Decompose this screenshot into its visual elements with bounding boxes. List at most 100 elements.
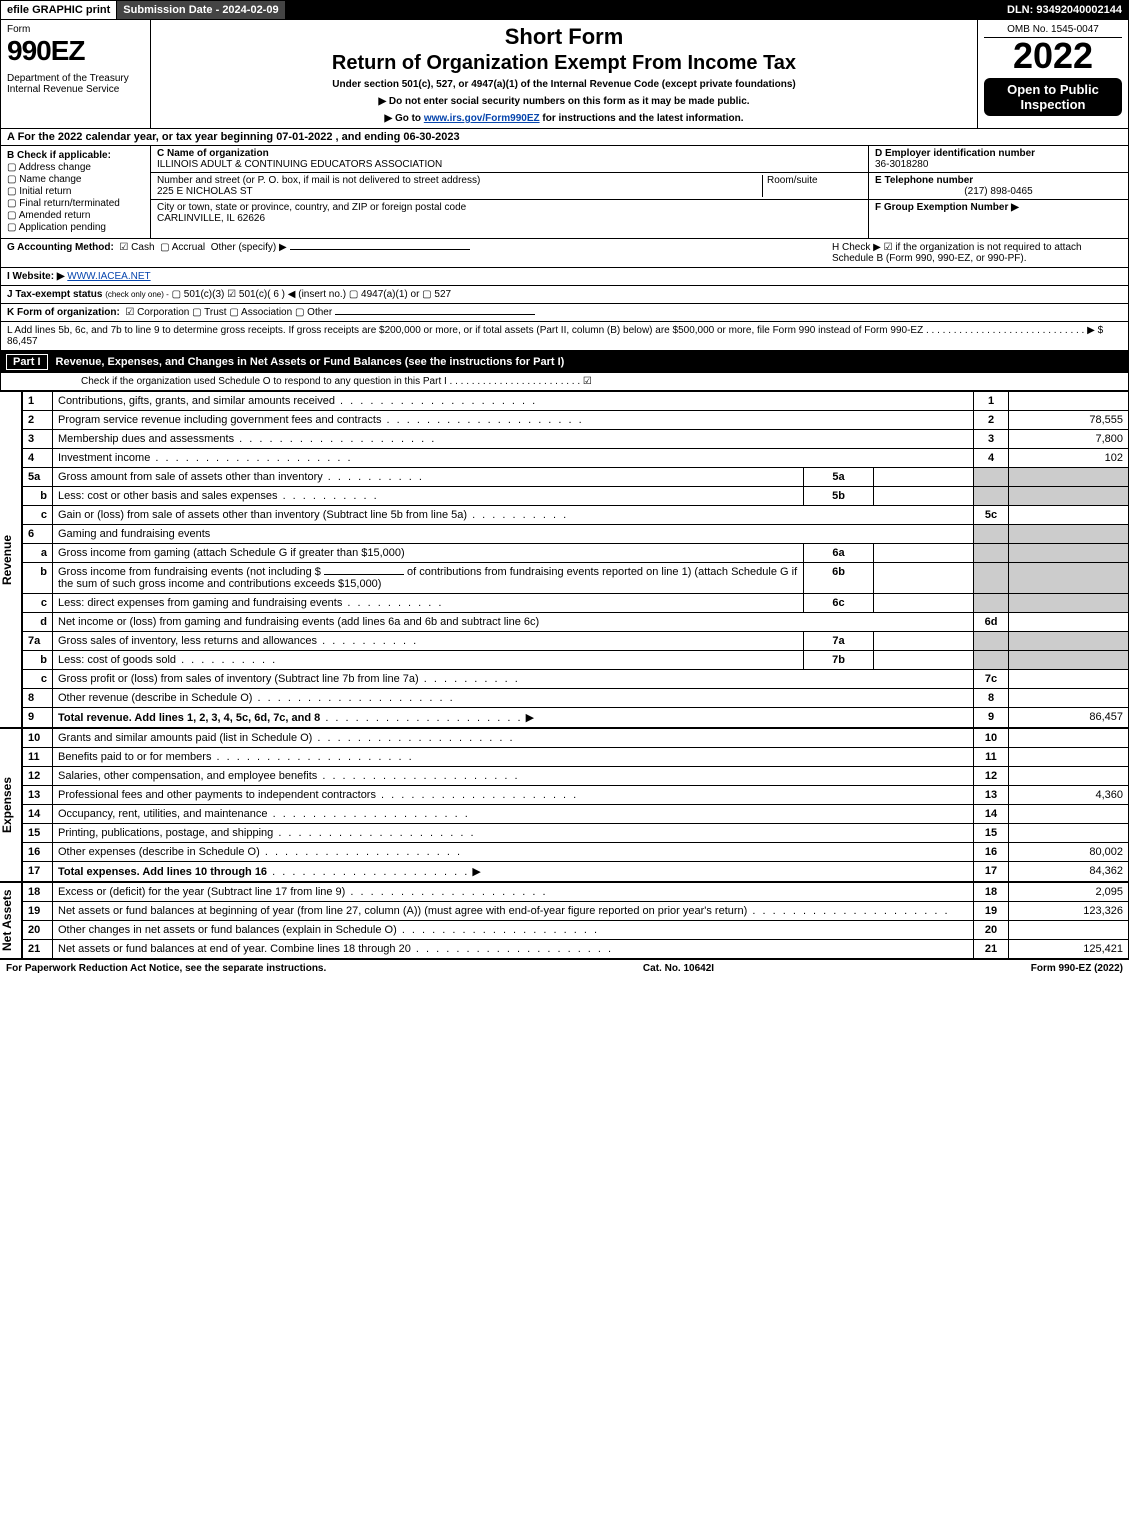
line-18: 18 Excess or (deficit) for the year (Sub… bbox=[23, 883, 1129, 902]
ein-row: D Employer identification number 36-3018… bbox=[869, 146, 1128, 173]
line-j: J Tax-exempt status (check only one) - ▢… bbox=[0, 286, 1129, 304]
header-center: Short Form Return of Organization Exempt… bbox=[151, 20, 978, 128]
city-value: CARLINVILLE, IL 62626 bbox=[157, 213, 265, 224]
line-2: 2 Program service revenue including gove… bbox=[23, 411, 1129, 430]
chk-final-return[interactable]: Final return/terminated bbox=[7, 198, 144, 209]
line-g: G Accounting Method: Cash Accrual Other … bbox=[7, 242, 822, 264]
title-return: Return of Organization Exempt From Incom… bbox=[159, 52, 969, 75]
line-6b: b Gross income from fundraising events (… bbox=[23, 563, 1129, 594]
line-h: H Check ▶ ☑ if the organization is not r… bbox=[822, 242, 1122, 264]
section-b-label: B Check if applicable: bbox=[7, 150, 144, 161]
ein-label: D Employer identification number bbox=[875, 148, 1035, 159]
line-6: 6 Gaming and fundraising events bbox=[23, 525, 1129, 544]
revenue-side-label: Revenue bbox=[0, 391, 22, 728]
dln: DLN: 93492040002144 bbox=[1001, 1, 1128, 19]
chk-application-pending[interactable]: Application pending bbox=[7, 222, 144, 233]
expenses-table: 10 Grants and similar amounts paid (list… bbox=[22, 728, 1129, 882]
ssn-note: ▶ Do not enter social security numbers o… bbox=[159, 96, 969, 107]
line-k-label: K Form of organization: bbox=[7, 307, 120, 318]
addr-label: Number and street (or P. O. box, if mail… bbox=[157, 175, 480, 186]
line-17: 17 Total expenses. Add lines 10 through … bbox=[23, 862, 1129, 882]
line-g-label: G Accounting Method: bbox=[7, 242, 114, 253]
line-5c: c Gain or (loss) from sale of assets oth… bbox=[23, 506, 1129, 525]
footer-left: For Paperwork Reduction Act Notice, see … bbox=[6, 963, 326, 974]
tel-label: E Telephone number bbox=[875, 175, 973, 186]
line-h-text: H Check ▶ ☑ if the organization is not r… bbox=[832, 242, 1082, 264]
grp-label: F Group Exemption Number ▶ bbox=[875, 202, 1019, 213]
irs-link[interactable]: www.irs.gov/Form990EZ bbox=[424, 113, 540, 124]
line-5a: 5a Gross amount from sale of assets othe… bbox=[23, 468, 1129, 487]
tel-value: (217) 898-0465 bbox=[875, 186, 1122, 197]
org-name-row: C Name of organization ILLINOIS ADULT & … bbox=[151, 146, 868, 173]
line-l-amount: 86,457 bbox=[7, 336, 38, 347]
line-16: 16 Other expenses (describe in Schedule … bbox=[23, 843, 1129, 862]
line-k-opts: ☑ Corporation ▢ Trust ▢ Association ▢ Ot… bbox=[125, 307, 332, 318]
header-right: OMB No. 1545-0047 2022 Open to Public In… bbox=[978, 20, 1128, 128]
line-9: 9 Total revenue. Add lines 1, 2, 3, 4, 5… bbox=[23, 708, 1129, 728]
addr-value: 225 E NICHOLAS ST bbox=[157, 186, 253, 197]
line-gh: G Accounting Method: Cash Accrual Other … bbox=[0, 239, 1129, 268]
netassets-side-label: Net Assets bbox=[0, 882, 22, 959]
line-7b: b Less: cost of goods sold 7b bbox=[23, 651, 1129, 670]
line-15: 15 Printing, publications, postage, and … bbox=[23, 824, 1129, 843]
chk-cash[interactable]: Cash bbox=[119, 242, 154, 253]
line-11: 11 Benefits paid to or for members 11 bbox=[23, 748, 1129, 767]
org-name: ILLINOIS ADULT & CONTINUING EDUCATORS AS… bbox=[157, 159, 442, 170]
line-21: 21 Net assets or fund balances at end of… bbox=[23, 940, 1129, 959]
efile-label: efile GRAPHIC print bbox=[1, 1, 117, 19]
revenue-table: 1 Contributions, gifts, grants, and simi… bbox=[22, 391, 1129, 728]
chk-other[interactable]: Other (specify) ▶ bbox=[211, 242, 287, 253]
line-6a: a Gross income from gaming (attach Sched… bbox=[23, 544, 1129, 563]
footer-right: Form 990-EZ (2022) bbox=[1031, 963, 1123, 974]
subtitle: Under section 501(c), 527, or 4947(a)(1)… bbox=[159, 79, 969, 90]
netassets-section: Net Assets 18 Excess or (deficit) for th… bbox=[0, 882, 1129, 959]
netassets-table: 18 Excess or (deficit) for the year (Sub… bbox=[22, 882, 1129, 959]
line-i-label: I Website: ▶ bbox=[7, 271, 65, 282]
section-def: D Employer identification number 36-3018… bbox=[868, 146, 1128, 238]
line-7c: c Gross profit or (loss) from sales of i… bbox=[23, 670, 1129, 689]
expenses-section: Expenses 10 Grants and similar amounts p… bbox=[0, 728, 1129, 882]
line-3: 3 Membership dues and assessments 3 7,80… bbox=[23, 430, 1129, 449]
section-c: C Name of organization ILLINOIS ADULT & … bbox=[151, 146, 868, 238]
line-l-text: L Add lines 5b, 6c, and 7b to line 9 to … bbox=[7, 325, 1103, 336]
expenses-side-label: Expenses bbox=[0, 728, 22, 882]
revenue-section: Revenue 1 Contributions, gifts, grants, … bbox=[0, 391, 1129, 728]
header-left: Form 990EZ Department of the Treasury In… bbox=[1, 20, 151, 128]
part1-checknote: Check if the organization used Schedule … bbox=[0, 373, 1129, 391]
city-label: City or town, state or province, country… bbox=[157, 202, 466, 213]
topbar: efile GRAPHIC print Submission Date - 20… bbox=[0, 0, 1129, 20]
line-7a: 7a Gross sales of inventory, less return… bbox=[23, 632, 1129, 651]
tel-row: E Telephone number (217) 898-0465 bbox=[869, 173, 1128, 200]
line-8: 8 Other revenue (describe in Schedule O)… bbox=[23, 689, 1129, 708]
line-10: 10 Grants and similar amounts paid (list… bbox=[23, 729, 1129, 748]
footer-center: Cat. No. 10642I bbox=[643, 963, 714, 974]
goto-note: ▶ Go to www.irs.gov/Form990EZ for instru… bbox=[159, 113, 969, 124]
goto-pre: ▶ Go to bbox=[384, 113, 423, 124]
line-j-label: J Tax-exempt status bbox=[7, 289, 102, 300]
line-19: 19 Net assets or fund balances at beginn… bbox=[23, 902, 1129, 921]
chk-accrual[interactable]: Accrual bbox=[160, 242, 205, 253]
line-5b: b Less: cost or other basis and sales ex… bbox=[23, 487, 1129, 506]
room-label: Room/suite bbox=[767, 175, 818, 186]
part1-tag: Part I bbox=[6, 354, 48, 370]
chk-initial-return[interactable]: Initial return bbox=[7, 186, 144, 197]
line-1: 1 Contributions, gifts, grants, and simi… bbox=[23, 392, 1129, 411]
tax-year: 2022 bbox=[984, 38, 1122, 74]
website-link[interactable]: WWW.IACEA.NET bbox=[67, 271, 150, 282]
addr-row: Number and street (or P. O. box, if mail… bbox=[151, 173, 868, 200]
line-13: 13 Professional fees and other payments … bbox=[23, 786, 1129, 805]
line-l: L Add lines 5b, 6c, and 7b to line 9 to … bbox=[0, 322, 1129, 351]
open-public-badge: Open to Public Inspection bbox=[984, 78, 1122, 116]
line-j-note: (check only one) - bbox=[105, 290, 169, 299]
chk-address-change[interactable]: Address change bbox=[7, 162, 144, 173]
ein-value: 36-3018280 bbox=[875, 159, 928, 170]
line-a: A For the 2022 calendar year, or tax yea… bbox=[0, 129, 1129, 146]
chk-amended-return[interactable]: Amended return bbox=[7, 210, 144, 221]
line-i: I Website: ▶ WWW.IACEA.NET bbox=[0, 268, 1129, 286]
part1-title: Revenue, Expenses, and Changes in Net As… bbox=[56, 356, 565, 368]
dept-label: Department of the Treasury bbox=[7, 73, 144, 84]
chk-name-change[interactable]: Name change bbox=[7, 174, 144, 185]
block-bcd: B Check if applicable: Address change Na… bbox=[0, 146, 1129, 239]
part1-header: Part I Revenue, Expenses, and Changes in… bbox=[0, 351, 1129, 373]
page-footer: For Paperwork Reduction Act Notice, see … bbox=[0, 959, 1129, 977]
